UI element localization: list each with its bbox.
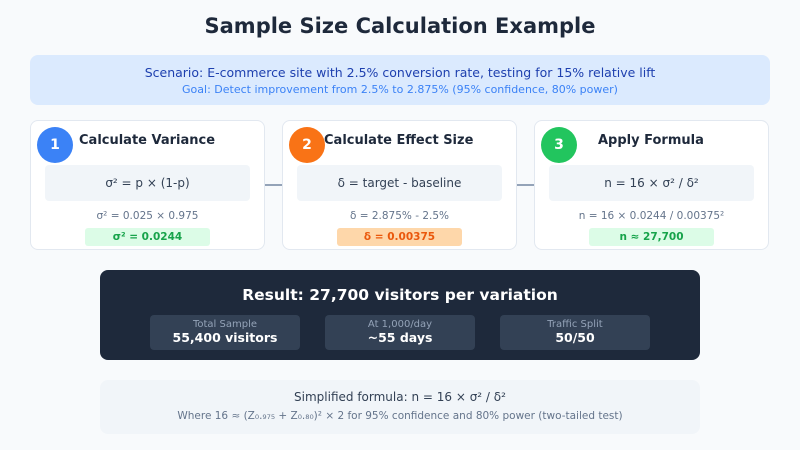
formula-explanation: Where 16 ≈ (Z₀.₉₇₅ + Z₀.₈₀)² × 2 for 95%… <box>177 410 623 422</box>
step-number-badge: 2 <box>289 127 325 163</box>
step-result: σ² = 0.0244 <box>85 228 210 246</box>
step-formula: σ² = p × (1-p) <box>45 165 250 201</box>
stat-label: Traffic Split <box>547 319 603 330</box>
stat-label: At 1,000/day <box>367 319 433 330</box>
step-result: n ≈ 27,700 <box>589 228 714 246</box>
connector-line <box>517 184 535 186</box>
stat-duration: At 1,000/day ~55 days <box>325 315 475 350</box>
step-number-badge: 3 <box>541 127 577 163</box>
step-calculation: δ = 2.875% - 2.5% <box>349 210 450 222</box>
stat-total-sample: Total Sample 55,400 visitors <box>150 315 300 350</box>
step-title: Calculate Effect Size <box>324 133 474 148</box>
step-result: δ = 0.00375 <box>337 228 462 246</box>
page-title: Sample Size Calculation Example <box>204 14 596 38</box>
scenario-banner: Scenario: E-commerce site with 2.5% conv… <box>30 55 770 105</box>
formula-note: Simplified formula: n = 16 × σ² / δ² Whe… <box>100 380 700 434</box>
step-card-effect-size: 2 Calculate Effect Size δ = target - bas… <box>282 120 517 250</box>
step-calculation: n = 16 × 0.0244 / 0.00375² <box>578 210 725 222</box>
result-panel: Result: 27,700 visitors per variation To… <box>100 270 700 360</box>
result-title: Result: 27,700 visitors per variation <box>242 286 558 304</box>
stat-value: ~55 days <box>367 330 433 345</box>
stat-value: 55,400 visitors <box>172 330 278 345</box>
connector-line <box>265 184 283 186</box>
step-calculation: σ² = 0.025 × 0.975 <box>96 210 199 222</box>
step-title: Apply Formula <box>598 133 704 148</box>
step-card-variance: 1 Calculate Variance σ² = p × (1-p) σ² =… <box>30 120 265 250</box>
step-formula: n = 16 × σ² / δ² <box>549 165 754 201</box>
simplified-formula: Simplified formula: n = 16 × σ² / δ² <box>294 390 506 404</box>
scenario-text: Scenario: E-commerce site with 2.5% conv… <box>144 65 656 80</box>
step-formula: δ = target - baseline <box>297 165 502 201</box>
stat-traffic-split: Traffic Split 50/50 <box>500 315 650 350</box>
step-card-apply-formula: 3 Apply Formula n = 16 × σ² / δ² n = 16 … <box>534 120 769 250</box>
goal-text: Goal: Detect improvement from 2.5% to 2.… <box>182 83 618 96</box>
step-number-badge: 1 <box>37 127 73 163</box>
stat-label: Total Sample <box>192 319 258 330</box>
stat-value: 50/50 <box>555 330 595 345</box>
step-title: Calculate Variance <box>79 133 216 148</box>
